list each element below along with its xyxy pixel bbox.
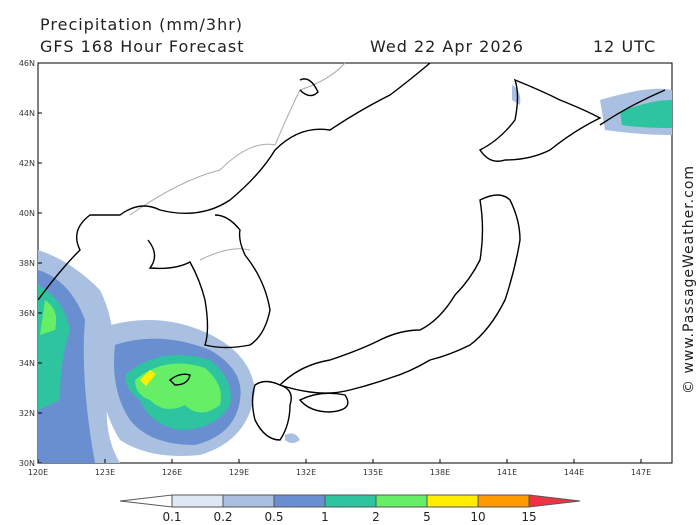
lon-label: 147E	[631, 468, 651, 477]
subtitle: GFS 168 Hour Forecast	[40, 37, 245, 56]
lat-label: 38N	[19, 259, 35, 268]
legend-swatch	[426, 494, 479, 508]
legend-label: 1	[321, 510, 329, 524]
date: Wed 22 Apr 2026	[370, 37, 524, 56]
lat-label: 36N	[19, 309, 35, 318]
lon-label: 120E	[28, 468, 48, 477]
precipitation	[38, 85, 672, 463]
lat-label: 46N	[19, 59, 35, 68]
legend-swatch	[119, 494, 173, 508]
legend-label: 15	[521, 510, 536, 524]
lat-label: 40N	[19, 209, 35, 218]
lon-label: 129E	[229, 468, 249, 477]
legend-label: 2	[372, 510, 380, 524]
legend-label: 0.1	[162, 510, 181, 524]
legend-swatch	[477, 494, 530, 508]
legend-label: 10	[470, 510, 485, 524]
lat-label: 34N	[19, 359, 35, 368]
lon-label: 141E	[497, 468, 517, 477]
lon-label: 126E	[162, 468, 182, 477]
legend-swatch	[528, 494, 581, 508]
legend-label: 0.5	[264, 510, 283, 524]
borders	[129, 62, 346, 261]
watermark: © www.PassageWeather.com	[681, 165, 697, 394]
legend-swatch	[273, 494, 326, 508]
lon-labels: 120E 123E 126E 129E 132E 135E 138E 141E 144E 147E	[28, 459, 651, 477]
lon-label: 123E	[95, 468, 115, 477]
title: Precipitation (mm/3hr)	[40, 15, 243, 34]
lon-label: 138E	[430, 468, 450, 477]
legend: 0.1 0.2 0.5 1 2 5 10 15	[119, 494, 581, 524]
legend-swatch	[375, 494, 428, 508]
time: 12 UTC	[593, 37, 656, 56]
lat-label: 32N	[19, 409, 35, 418]
lon-label: 135E	[363, 468, 383, 477]
legend-label: 0.2	[213, 510, 232, 524]
legend-swatch	[324, 494, 377, 508]
lon-label: 144E	[564, 468, 584, 477]
map: 46N 44N 42N 40N 38N 36N 34N 32N 30N 120E 123E 126E…	[19, 59, 673, 477]
lon-label: 132E	[296, 468, 316, 477]
coastlines	[37, 62, 666, 441]
legend-label: 5	[423, 510, 431, 524]
legend-swatch	[171, 494, 224, 508]
lat-label: 30N	[19, 459, 35, 468]
lat-label: 42N	[19, 159, 35, 168]
lat-label: 44N	[19, 109, 35, 118]
lat-labels: 46N 44N 42N 40N 38N 36N 34N 32N 30N	[19, 59, 42, 468]
legend-swatch	[222, 494, 275, 508]
